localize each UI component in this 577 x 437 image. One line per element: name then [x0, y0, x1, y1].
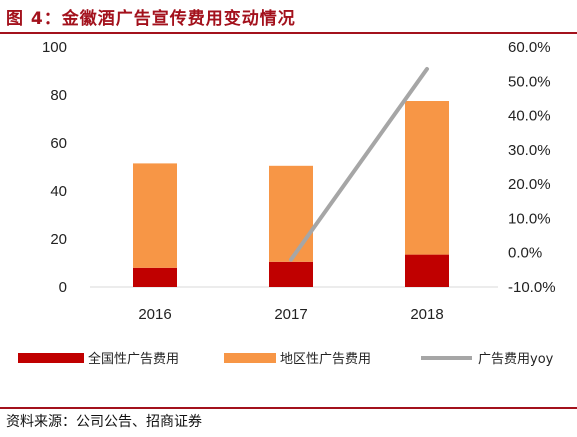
y2-tick-label: 40.0%: [508, 108, 551, 125]
yoy-line: [289, 66, 429, 262]
chart: 0 20 40 60 80 100 -10.0% 0.0% 10.0% 20.0% 30.0% 40.…: [18, 39, 556, 367]
y2-tick-label: 60.0%: [508, 39, 551, 56]
bar-national-ad: [269, 261, 313, 287]
y-tick-label: 0: [59, 279, 67, 296]
y-tick-label: 40: [50, 183, 67, 200]
chart-title: 图 4：金徽酒广告宣传费用变动情况: [6, 9, 296, 29]
x-tick-label: 2017: [274, 306, 307, 323]
bar-regional-ad: [405, 101, 449, 255]
legend-swatch-regional: [224, 353, 276, 363]
source-note: 资料来源：公司公告、招商证券: [6, 414, 202, 430]
title-rule: [0, 32, 577, 34]
y2-tick-label: 0.0%: [508, 245, 542, 262]
y-tick-label: 60: [50, 135, 67, 152]
x-tick-label: 2018: [410, 306, 443, 323]
legend-swatch-national: [18, 353, 84, 363]
y-tick-label: 100: [42, 39, 67, 56]
y2-tick-label: 50.0%: [508, 73, 551, 90]
y2-tick-label: 10.0%: [508, 210, 551, 227]
bar-regional-ad: [269, 165, 313, 262]
y-tick-label: 80: [50, 87, 67, 104]
y2-tick-label: 20.0%: [508, 176, 551, 193]
legend-label-national: 全国性广告费用: [88, 351, 179, 367]
y2-tick-label: 30.0%: [508, 142, 551, 159]
bar-national-ad: [405, 254, 449, 287]
source-rule: [0, 407, 577, 409]
y-tick-label: 20: [50, 231, 67, 248]
legend-label-yoy: 广告费用yoy: [478, 352, 554, 367]
bar-national-ad: [133, 267, 177, 287]
y2-tick-label: -10.0%: [508, 279, 556, 296]
bar-regional-ad: [133, 163, 177, 268]
legend-label-regional: 地区性广告费用: [280, 352, 371, 367]
x-tick-label: 2016: [138, 306, 171, 323]
